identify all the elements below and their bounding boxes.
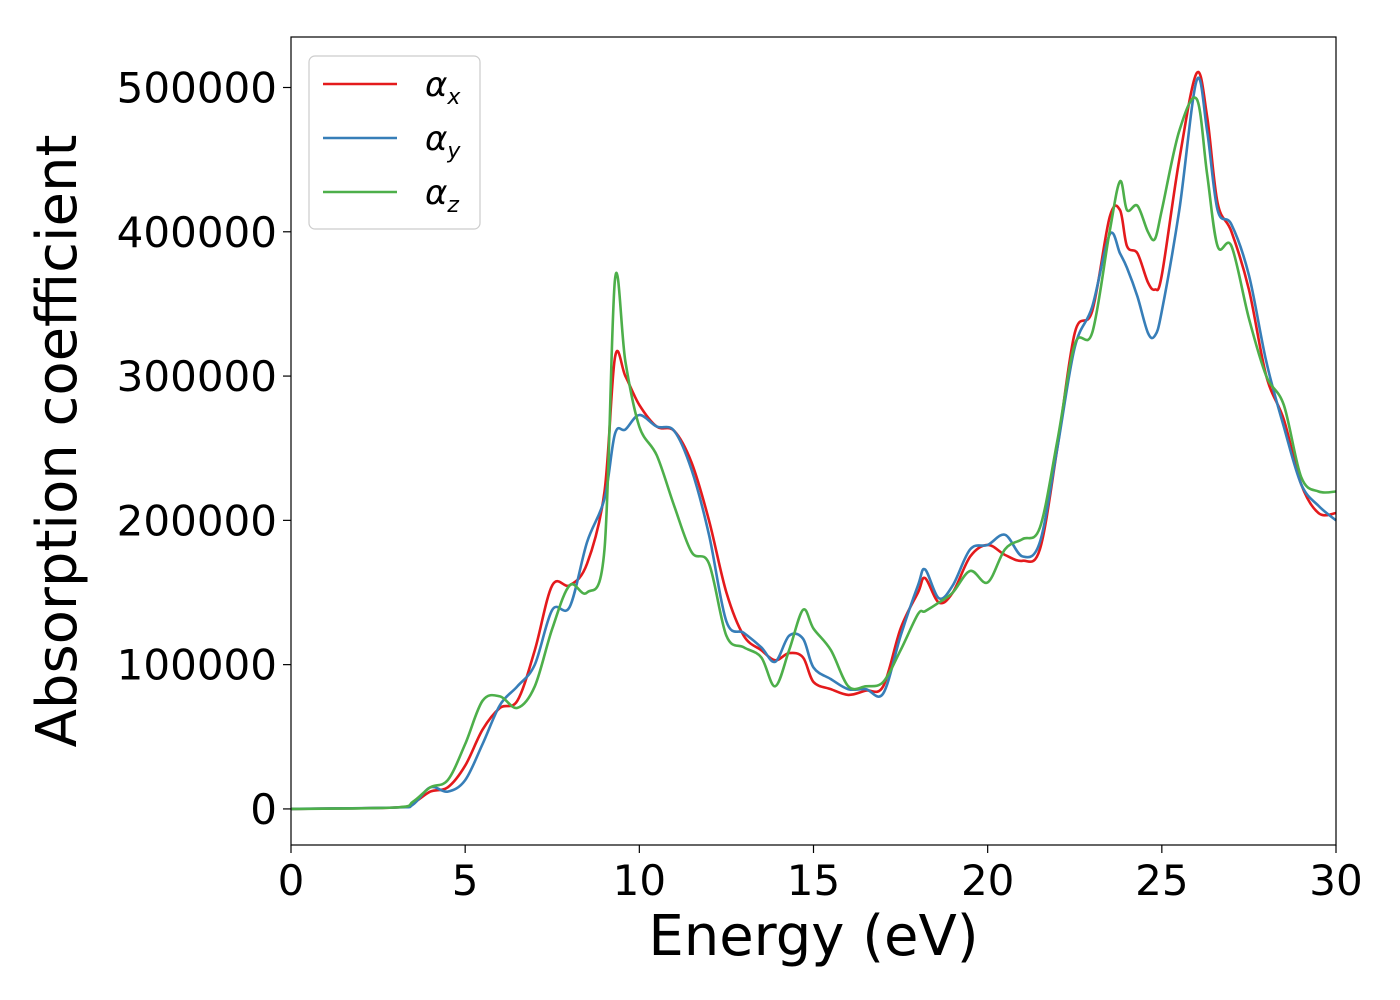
y-tick-label: 500000 xyxy=(117,64,277,113)
series-line-z xyxy=(290,96,1337,811)
y-axis-title: Absorption coefficient xyxy=(25,135,90,748)
legend-box xyxy=(308,55,481,230)
x-tick-label: 5 xyxy=(452,856,479,905)
x-tick-label: 10 xyxy=(613,856,666,905)
legend-label-x: αx xyxy=(425,65,461,110)
legend-label-y: αy xyxy=(425,119,461,164)
x-tick-label: 20 xyxy=(961,856,1014,905)
legend: αx αy αz xyxy=(308,55,481,230)
series-line-x xyxy=(290,70,1337,811)
x-tick-label: 30 xyxy=(1309,856,1362,905)
legend-label-z: αz xyxy=(425,173,459,218)
y-tick-label: 200000 xyxy=(117,496,277,545)
y-axis-ticks: 0 100000 200000 300000 400000 500000 xyxy=(117,64,291,834)
x-tick-label: 0 xyxy=(278,856,305,905)
y-tick-label: 0 xyxy=(250,785,277,834)
y-tick-label: 300000 xyxy=(117,352,277,401)
series-layer xyxy=(290,70,1337,811)
x-axis-title: Energy (eV) xyxy=(648,904,978,969)
x-tick-label: 25 xyxy=(1135,856,1188,905)
y-tick-label: 100000 xyxy=(117,641,277,690)
y-tick-label: 400000 xyxy=(117,208,277,257)
x-tick-label: 15 xyxy=(787,856,840,905)
x-axis-ticks: 0 5 10 15 20 25 30 xyxy=(278,845,1363,905)
